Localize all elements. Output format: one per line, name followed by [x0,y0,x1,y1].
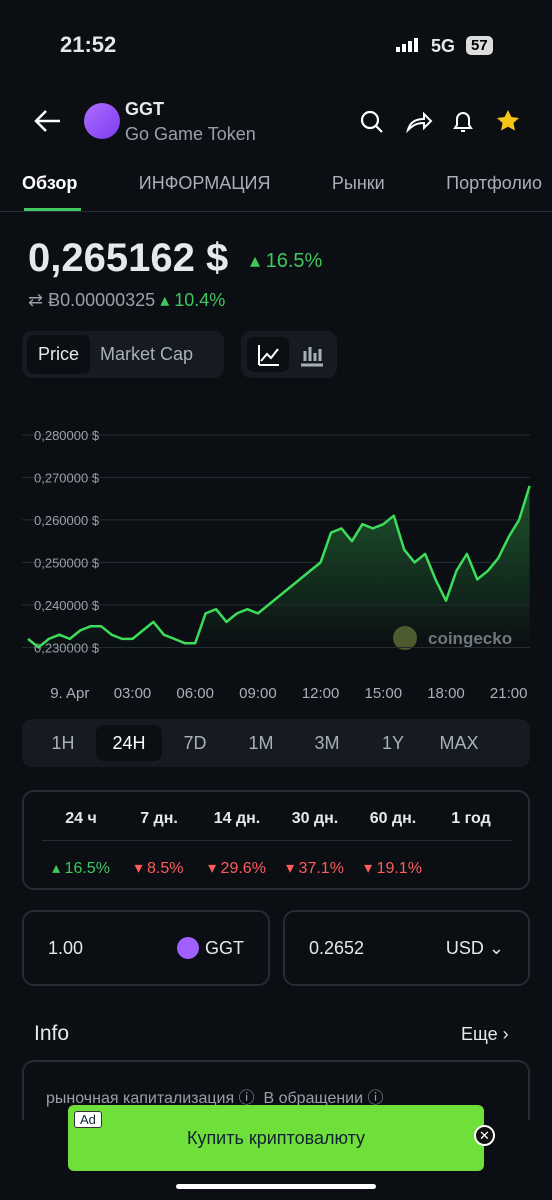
range-selector: 1H 24H 7D 1M 3M 1Y MAX [22,719,530,767]
tab[interactable]: Обзор [22,173,78,193]
y-tick-label: 0,240000 $ [34,598,100,613]
token-icon [177,937,199,959]
token-name: Go Game Token [125,124,256,144]
stats-value-text: 37.1% [298,860,344,877]
area [28,485,530,650]
stats-value-text: 8.5% [147,860,184,877]
ad-badge: Ad [74,1111,102,1128]
stats-headers: 24 ч 7 дн. 14 дн. 30 дн. 60 дн. 1 год [42,810,512,841]
result: 0.2652 [309,937,365,958]
divider [0,211,552,212]
tab-indicator [24,208,81,211]
tab[interactable]: ИНФОРМАЦИЯ [138,173,271,193]
stats-value: ▴ 16.5% [52,860,110,877]
clock: 21:52 [60,32,117,57]
amount: 1.00 [48,937,84,958]
range-option[interactable]: 7D [183,733,207,753]
stats-value-text: 16.5% [64,860,110,877]
signal [396,38,422,52]
token-symbol: GGT [205,937,244,958]
x-tick-label: 21:00 [490,685,528,702]
stats-value: ▾ 29.6% [208,860,266,877]
x-tick-label: 06:00 [176,685,214,702]
range-option[interactable]: 1Y [381,733,405,753]
x-tick-label: 9. Apr [50,685,89,702]
btc-price: ⇄ Ƀ0.00000325 ▴ 10.4% [28,290,226,310]
watermark: coingecko [428,629,512,648]
info-title: Info [34,1022,70,1045]
range-option[interactable]: 1M [248,733,274,753]
watermark-icon [393,626,417,650]
battery: 57 [466,36,493,55]
y-tick-label: 0,260000 $ [34,513,100,528]
back-button[interactable] [32,108,62,134]
price-chart: coingecko 0,230000 $ 0,240000 $ 0,250000 $… [22,428,531,702]
range-option[interactable]: 3M [314,733,340,753]
info-label: рыночная капитализация [46,1090,235,1107]
y-tick-label: 0,270000 $ [34,470,100,485]
info-card: рыночная капитализация ⓘ В обращении ⓘ [22,1060,530,1120]
price-change: ▴ 16.5% [250,250,323,272]
x-tick-label: 18:00 [427,685,465,702]
x-tick-label: 12:00 [302,685,340,702]
tab[interactable]: Рынки [331,173,385,193]
stats-card: 24 ч 7 дн. 14 дн. 30 дн. 60 дн. 1 год ▴ 16.5%… [22,790,530,890]
token-symbol: GGT [125,99,164,119]
amount-input[interactable]: 1.00 GGT [22,910,270,986]
header-actions[interactable] [358,108,528,136]
btc-value: Ƀ0.00000325 [48,290,156,310]
ad-text: Купить криптовалюту [186,1127,366,1148]
x-tick-label: 09:00 [239,685,277,702]
token: GGT [177,937,244,959]
tab[interactable]: Портфолио [446,173,542,193]
x-tick-label: 03:00 [114,685,152,702]
y-tick-label: 0,250000 $ [34,555,100,570]
y-tick-label: 0,230000 $ [34,640,100,655]
metric-toggle: Price Market Cap [22,331,224,378]
range-option[interactable]: 24H [96,725,162,761]
line [27,485,531,649]
stats-header: 7 дн. [140,810,178,827]
stats-value: ▾ 37.1% [286,860,344,877]
btc-change: ▴ 10.4% [160,290,226,310]
stats-value: ▾ 19.1% [364,860,422,877]
home-indicator [176,1184,376,1189]
stats-header: 14 дн. [213,810,261,827]
toggle-option[interactable]: Market Cap [100,344,194,364]
stats-value-text: 29.6% [220,860,266,877]
stats-values: ▴ 16.5% ▾ 8.5% ▾ 29.6% ▾ 37.1% ▾ 19.1% [42,858,512,878]
price-change-value: 16.5% [265,250,323,272]
stats-header: 1 год [451,810,491,827]
network: 5G [431,36,456,56]
stats-value: ▾ 8.5% [134,860,184,877]
price: 0,265162 $ [28,236,229,280]
info-more-text: Еще [461,1024,498,1044]
ad-banner[interactable]: Ad Купить криптовалюту ✕ [68,1105,495,1171]
stats-header: 60 дн. [369,810,417,827]
toggle-option[interactable]: Price [27,335,91,374]
info-more[interactable]: Еще › [461,1024,509,1044]
result-input[interactable]: 0.2652 USD ⌄ [283,910,530,986]
info-label: В обращении [263,1090,364,1107]
currency[interactable]: USD ⌄ [445,937,504,958]
stats-header: 30 дн. [291,810,339,827]
x-tick-label: 15:00 [365,685,403,702]
ad-close[interactable]: ✕ [474,1125,495,1146]
chart-style[interactable] [241,331,337,378]
range-option[interactable]: 1H [51,733,75,753]
btc-change-value: 10.4% [174,290,226,310]
currency-code: USD [445,937,484,958]
stats-header: 24 ч [65,810,97,827]
range-option[interactable]: MAX [439,733,479,753]
tabs: Обзор ИНФОРМАЦИЯ Рынки Портфолио [22,173,542,194]
stats-value-text: 19.1% [376,860,422,877]
y-tick-label: 0,280000 $ [34,428,100,443]
token-icon [84,103,120,139]
